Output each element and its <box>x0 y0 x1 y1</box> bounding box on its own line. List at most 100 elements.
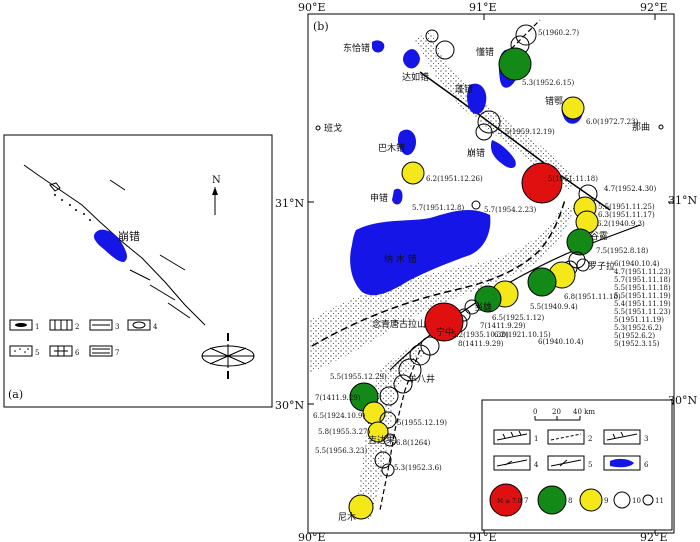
legend-b-8: 8 <box>568 497 572 505</box>
place-cuoe: 错鄂 <box>545 95 563 107</box>
eq-label: 6(1940.10.4) <box>538 338 584 346</box>
place-ningzhong: 宁中 <box>436 326 454 338</box>
eq-label: 4.7(1952.4.30) <box>604 185 656 193</box>
place-shencuo: 申错 <box>370 192 388 204</box>
legend-b-10: 10 <box>632 497 641 505</box>
eq-open-circle <box>576 258 590 272</box>
eq-label: 5(1952.6.2) <box>614 332 655 340</box>
eq-labels: 5(1960.2.7) 5.3(1952.6.15) 6.0(1972.7.23… <box>313 29 671 472</box>
eq-label: 6.3(1951.11.17) <box>598 211 655 219</box>
legend-b-11: 11 <box>655 497 664 505</box>
legend-a-6: 6 <box>75 349 80 357</box>
eq-label: 5.3(1952.6.2) <box>614 324 662 332</box>
eq-green-circle <box>474 285 502 313</box>
place-naqu: 那曲 <box>632 122 650 133</box>
lake-shencuo <box>392 188 403 205</box>
eq-label: 4.7(1951.11.23) <box>614 268 671 276</box>
eq-label: 6.2(1940.9.3) <box>597 220 645 228</box>
eq-open-circle <box>471 200 481 210</box>
eq-label: 5(1951.11.19) <box>614 316 664 324</box>
eq-label: 5.7(1951.12.8) <box>412 204 464 212</box>
panel-a-lake-label: 崩错 <box>118 229 140 243</box>
coord-left-30: 30°N <box>275 399 304 412</box>
legend-green-circle <box>537 485 567 515</box>
panel-b: (b) 90°E 91°E 92°E 90°E 91°E 92°E 31°N 3… <box>275 1 697 542</box>
legend-a-5: 5 <box>35 349 39 357</box>
scale-tick-0: 0 <box>533 408 537 416</box>
eq-yellow-circle <box>561 96 585 120</box>
eq-open-circle <box>379 411 397 429</box>
legend-b-2: 2 <box>588 435 592 443</box>
place-bamucuo: 巴木错 <box>378 142 405 154</box>
place-labels: 东恰错 达如错 懂错 蓬错 错鄂 那曲 班戈 巴木错 崩错 申错 纳 木 错 念… <box>315 42 664 523</box>
legend-b-9: 9 <box>604 497 608 505</box>
fault-bengcuo <box>419 71 611 211</box>
eq-label: 5(1952.3.15) <box>614 340 660 348</box>
panel-a-legend: 1 2 3 4 5 6 7 <box>9 319 158 357</box>
eq-label: 5.5(1951.11.18) <box>614 284 671 292</box>
eq-label: 5.5(1951.11.23) <box>614 308 671 316</box>
coord-left-31: 31°N <box>275 197 304 210</box>
coord-right-30: 30°N <box>668 394 697 407</box>
coord-bottom-90: 90°E <box>298 531 326 542</box>
legend-a-7: 7 <box>115 349 119 357</box>
coord-top-91: 91°E <box>469 1 497 14</box>
panel-a-frame <box>3 134 273 408</box>
sediment-north <box>415 30 575 190</box>
eq-label: 7(1411.9.29) <box>480 322 526 330</box>
legend-a-1: 1 <box>35 323 39 331</box>
legend-b-1: 1 <box>534 435 538 443</box>
eq-label: 6.5(1924.10.9) <box>313 412 365 420</box>
eq-open-circle <box>477 110 501 134</box>
place-namucuo: 纳 木 错 <box>384 253 417 265</box>
legend-b-5: 5 <box>588 461 592 469</box>
eq-label: 5.2(1935.10.30) <box>452 331 509 339</box>
eq-label: 5.7(1954.2.23) <box>484 206 536 214</box>
scale-tick-20: 20 <box>552 408 561 416</box>
eq-open-circle <box>374 451 392 469</box>
eq-label: 6(1940.10.4) <box>614 260 660 268</box>
eq-label: 8(1411.9.29) <box>458 340 504 348</box>
eq-label: 5.5(1951.11.19) <box>614 292 671 300</box>
eq-label: 7.5(1952.8.18) <box>596 247 648 255</box>
place-nianqing: 念青唐古拉山 <box>372 318 426 330</box>
eq-red-circle <box>521 162 563 204</box>
panel-b-label: (b) <box>313 20 329 33</box>
eq-open-circle <box>383 433 397 447</box>
eq-label: 6.2(1951.12.26) <box>426 175 483 183</box>
eq-label: 5.5(1955.12.29) <box>330 373 387 381</box>
eq-red-circle <box>424 302 464 342</box>
eq-label: 5.7(1951.11.18) <box>614 276 671 284</box>
eq-label: 5.5(1959.12.19) <box>498 128 555 136</box>
eq-open-circle <box>435 40 455 60</box>
place-yangbajing: 羊八井 <box>408 373 435 385</box>
place-pengcuo: 蓬错 <box>455 83 473 95</box>
eq-label: 6.0(1972.7.23) <box>586 118 638 126</box>
eq-green-circle <box>566 228 594 256</box>
eq-yellow-circle <box>367 421 389 443</box>
place-dongqiacuo: 东恰错 <box>343 42 370 54</box>
lake-dongqiacuo <box>372 40 385 53</box>
place-nimu: 尼木 <box>338 511 356 523</box>
compass-rose <box>201 333 255 379</box>
lake-pengcuo <box>467 83 487 115</box>
sediment-basin <box>310 205 575 372</box>
place-danxiong: 当雄 <box>474 301 492 313</box>
place-dagucuo: 达如错 <box>402 71 429 83</box>
lake-dagucuo <box>403 49 420 69</box>
eq-open-circle <box>393 374 413 394</box>
north-label: N <box>212 175 221 186</box>
legend-open-circle-small <box>642 494 654 506</box>
panel-b-legend: 0 20 40 km 1 2 3 4 5 6 M ≥ 7.0 7 <box>481 399 673 531</box>
place-bengcuo: 崩错 <box>467 147 485 159</box>
panel-a: (a) 崩错 N 1 <box>3 134 273 408</box>
place-bange: 班戈 <box>324 122 342 134</box>
place-gulu: 谷露 <box>590 231 608 242</box>
eq-label: 5.5(1951.11.25) <box>598 203 655 211</box>
panel-a-label: (a) <box>8 388 23 401</box>
legend-red-circle <box>489 483 523 517</box>
lake-bengcuo <box>490 140 516 168</box>
legend-b-7: 7 <box>524 497 528 505</box>
eq-yellow-circle <box>362 401 386 425</box>
